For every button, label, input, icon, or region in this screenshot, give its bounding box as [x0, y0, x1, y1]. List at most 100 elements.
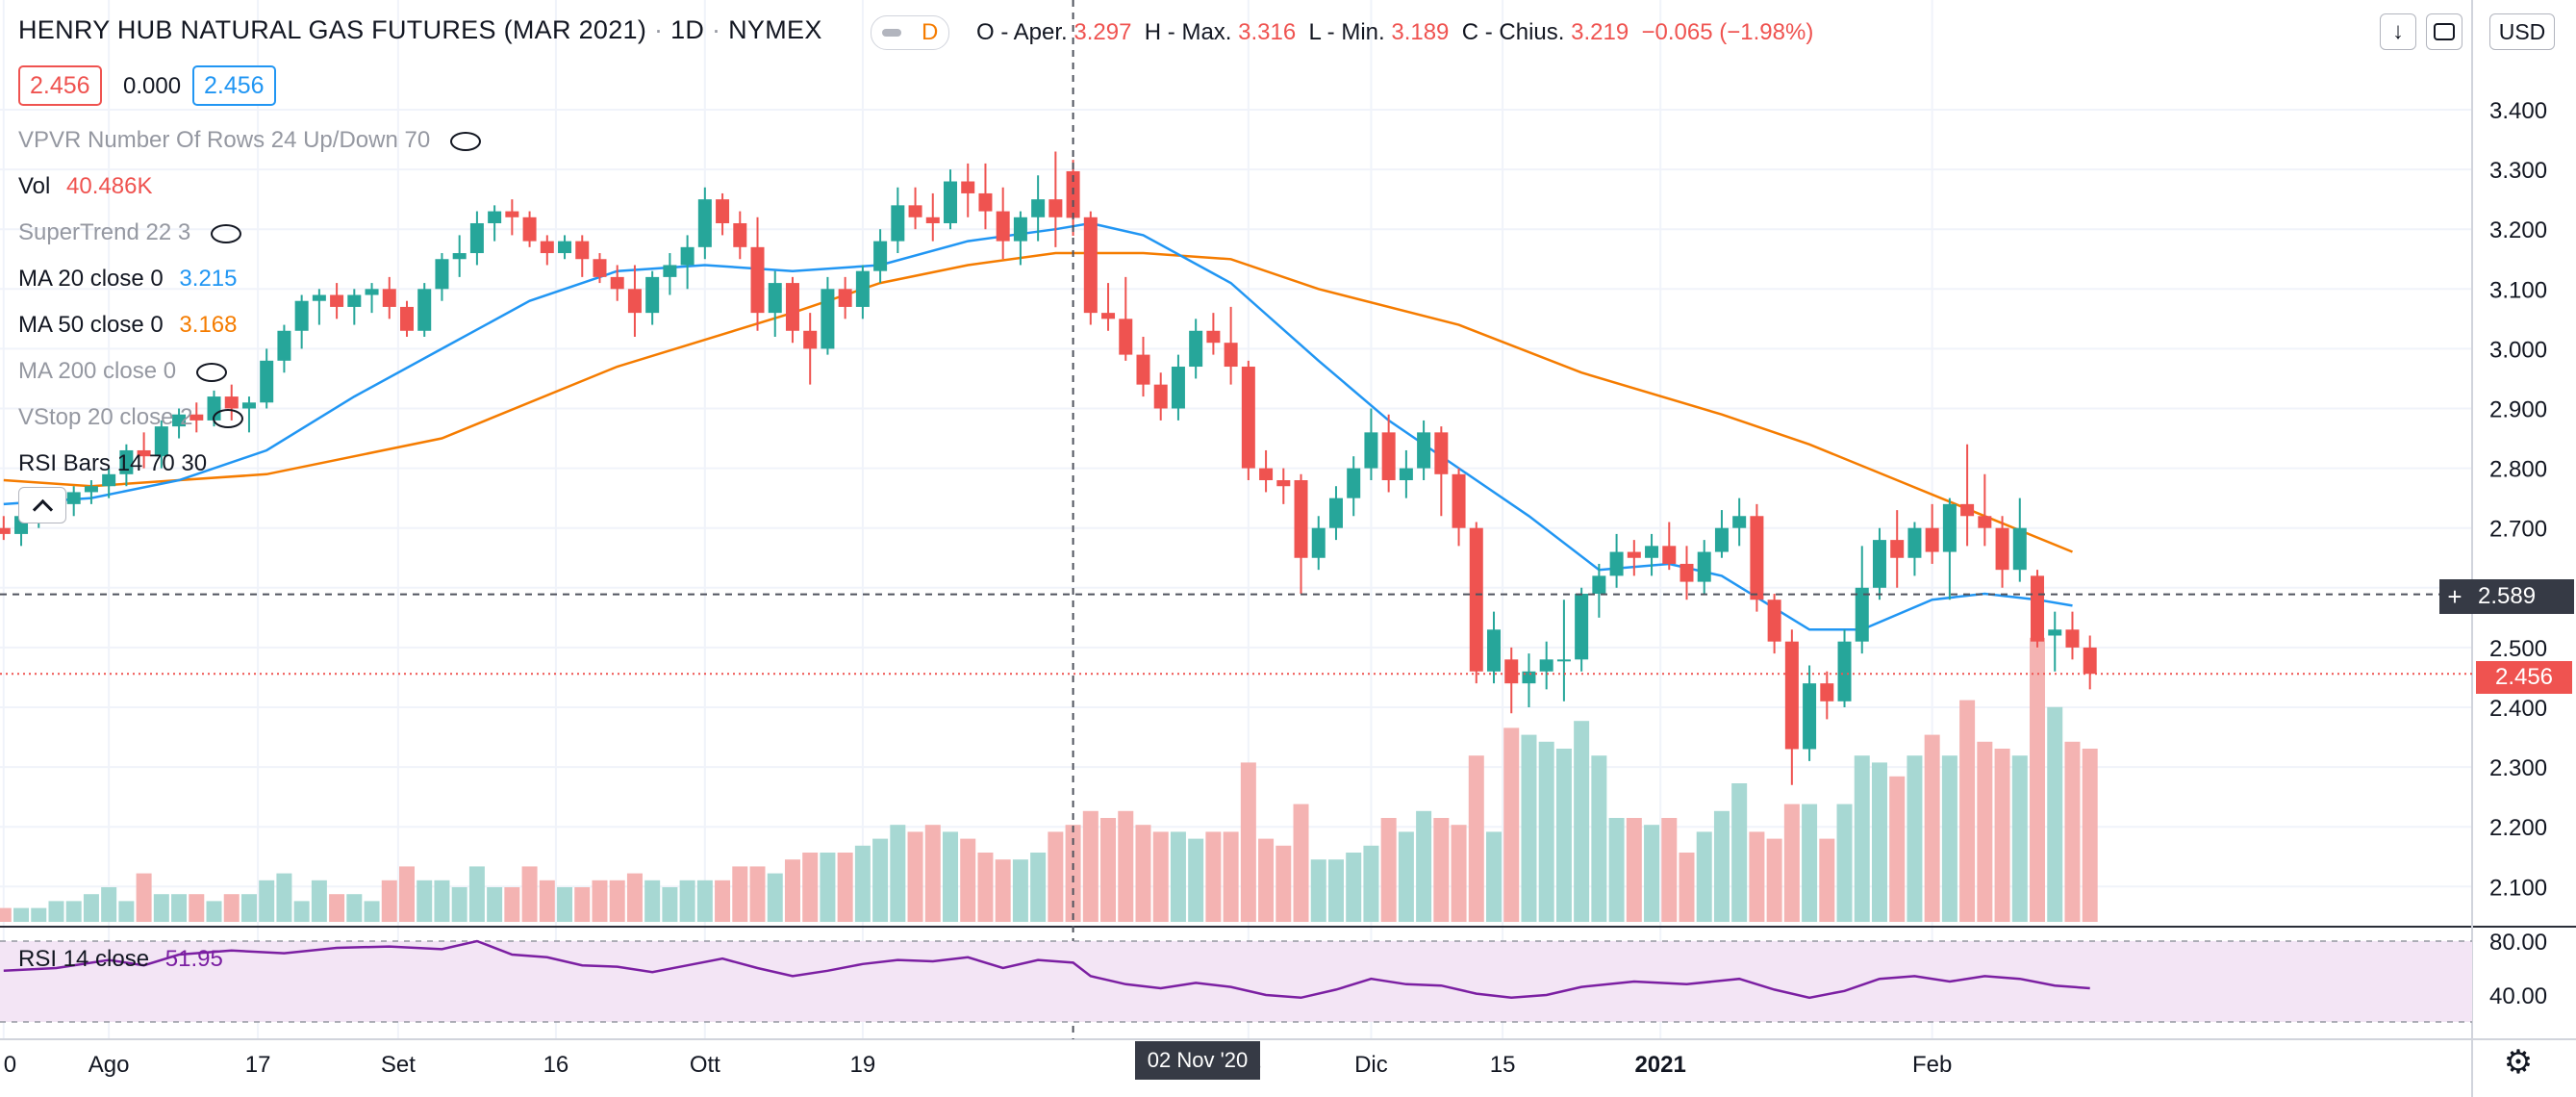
volume-bar — [1451, 825, 1467, 922]
collapse-legend-button[interactable] — [18, 487, 66, 523]
volume-legend[interactable]: Vol 40.486K — [18, 173, 152, 200]
candle-body — [1487, 629, 1502, 672]
delayed-badge: D — [921, 19, 939, 45]
ma50-value: 3.168 — [179, 312, 238, 338]
supertrend-label: SuperTrend 22 3 — [18, 219, 191, 245]
time-tick-label: 19 — [850, 1052, 876, 1078]
volume-bar — [1555, 749, 1572, 922]
currency-button[interactable]: USD — [2489, 13, 2555, 50]
time-tick-label: 16 — [543, 1052, 569, 1078]
eye-hidden-icon[interactable] — [449, 131, 481, 151]
candle-body — [891, 205, 905, 242]
candle-body — [119, 449, 134, 474]
rsi-legend[interactable]: RSI 14 close 51.95 — [18, 946, 223, 973]
volume-bar — [1644, 825, 1660, 922]
vstop-legend[interactable]: VStop 20 close 2 — [18, 404, 244, 431]
candle-body — [697, 199, 712, 247]
candle-body — [1714, 527, 1729, 552]
volume-bar — [65, 901, 82, 922]
volume-bar — [2011, 755, 2028, 922]
volume-bar — [311, 880, 327, 922]
volume-bar — [1346, 853, 1362, 922]
volume-bar — [293, 901, 310, 922]
candle-body — [750, 246, 765, 314]
candle-body — [1276, 480, 1291, 487]
volume-bar — [1205, 831, 1222, 922]
candle-body — [1469, 527, 1483, 672]
candle-body — [260, 360, 274, 403]
candle-body — [1820, 683, 1834, 702]
volume-bar — [837, 853, 853, 922]
spread-value: 0.000 — [123, 73, 182, 99]
vstop-label: VStop 20 close 2 — [18, 404, 193, 430]
candle-body — [1328, 497, 1343, 528]
candle-body — [768, 283, 782, 314]
plus-icon[interactable]: + — [2447, 582, 2462, 611]
eye-hidden-icon[interactable] — [210, 223, 241, 243]
eye-hidden-icon[interactable] — [195, 362, 227, 382]
volume-bar — [1293, 804, 1309, 922]
eye-hidden-icon[interactable] — [213, 408, 244, 428]
volume-bar — [1854, 755, 1870, 922]
currency-label: USD — [2498, 18, 2546, 44]
volume-bar — [1802, 804, 1818, 922]
candle-body — [908, 205, 922, 217]
vpvr-legend[interactable]: VPVR Number Of Rows 24 Up/Down 70 — [18, 127, 481, 154]
volume-bar — [83, 894, 99, 922]
volume-bar — [1889, 776, 1906, 922]
candle-body — [733, 222, 747, 247]
volume-bar — [1819, 838, 1835, 922]
candle-body — [855, 270, 870, 307]
rsi-bars-legend[interactable]: RSI Bars 14 70 30 — [18, 450, 207, 477]
candle-body — [1294, 480, 1308, 558]
candle-body — [224, 396, 239, 409]
header-separator: · — [653, 15, 664, 44]
volume-bar — [1012, 859, 1028, 922]
candle-body — [84, 486, 98, 493]
arrow-down-button[interactable]: ↓ — [2380, 13, 2416, 50]
candle-body — [1399, 468, 1413, 481]
settings-gear-icon[interactable]: ⚙ — [2503, 1044, 2534, 1081]
buy-price-box[interactable]: 2.456 — [192, 65, 276, 106]
candle-body — [1995, 527, 2009, 571]
volume-bar — [346, 894, 363, 922]
candle-body — [1083, 217, 1098, 314]
sell-price-box[interactable]: 2.456 — [18, 65, 102, 106]
price-tick-label: 3.400 — [2489, 98, 2547, 124]
ma20-legend[interactable]: MA 20 close 0 3.215 — [18, 266, 237, 293]
refresh-button[interactable] — [2426, 13, 2462, 50]
volume-bar — [1398, 831, 1414, 922]
candle-body — [0, 527, 11, 534]
supertrend-legend[interactable]: SuperTrend 22 3 — [18, 219, 241, 246]
vpvr-label: VPVR Number Of Rows 24 Up/Down 70 — [18, 127, 431, 153]
visibility-toggle[interactable]: D — [871, 15, 949, 50]
volume-bar — [2082, 749, 2098, 922]
ma50-legend[interactable]: MA 50 close 0 3.168 — [18, 312, 237, 339]
volume-bar — [1170, 831, 1186, 922]
time-tick-label: 0 — [4, 1052, 16, 1078]
volume-bar — [1521, 734, 1537, 922]
candle-body — [452, 253, 467, 260]
candle-body — [505, 211, 519, 217]
price-tick-label: 3.300 — [2489, 158, 2547, 184]
candle-body — [821, 289, 835, 349]
candle-body — [1592, 575, 1606, 595]
rsi-band — [0, 941, 2472, 1022]
volume-label: Vol — [18, 173, 51, 199]
candle-body — [1048, 199, 1063, 217]
candle-body — [1960, 503, 1975, 517]
ma20-line — [3, 221, 2073, 631]
volume-bar — [259, 880, 275, 922]
volume-bar — [609, 880, 625, 922]
volume-bar — [1591, 755, 1607, 922]
refresh-icon — [2434, 23, 2455, 40]
volume-bar — [715, 880, 731, 922]
volume-bar — [13, 907, 30, 922]
interval-label[interactable]: 1D — [670, 15, 705, 44]
ma200-legend[interactable]: MA 200 close 0 — [18, 358, 227, 385]
candle-body — [996, 211, 1010, 242]
volume-bar — [592, 880, 608, 922]
candle-body — [1101, 313, 1116, 319]
volume-bar — [1082, 810, 1099, 922]
